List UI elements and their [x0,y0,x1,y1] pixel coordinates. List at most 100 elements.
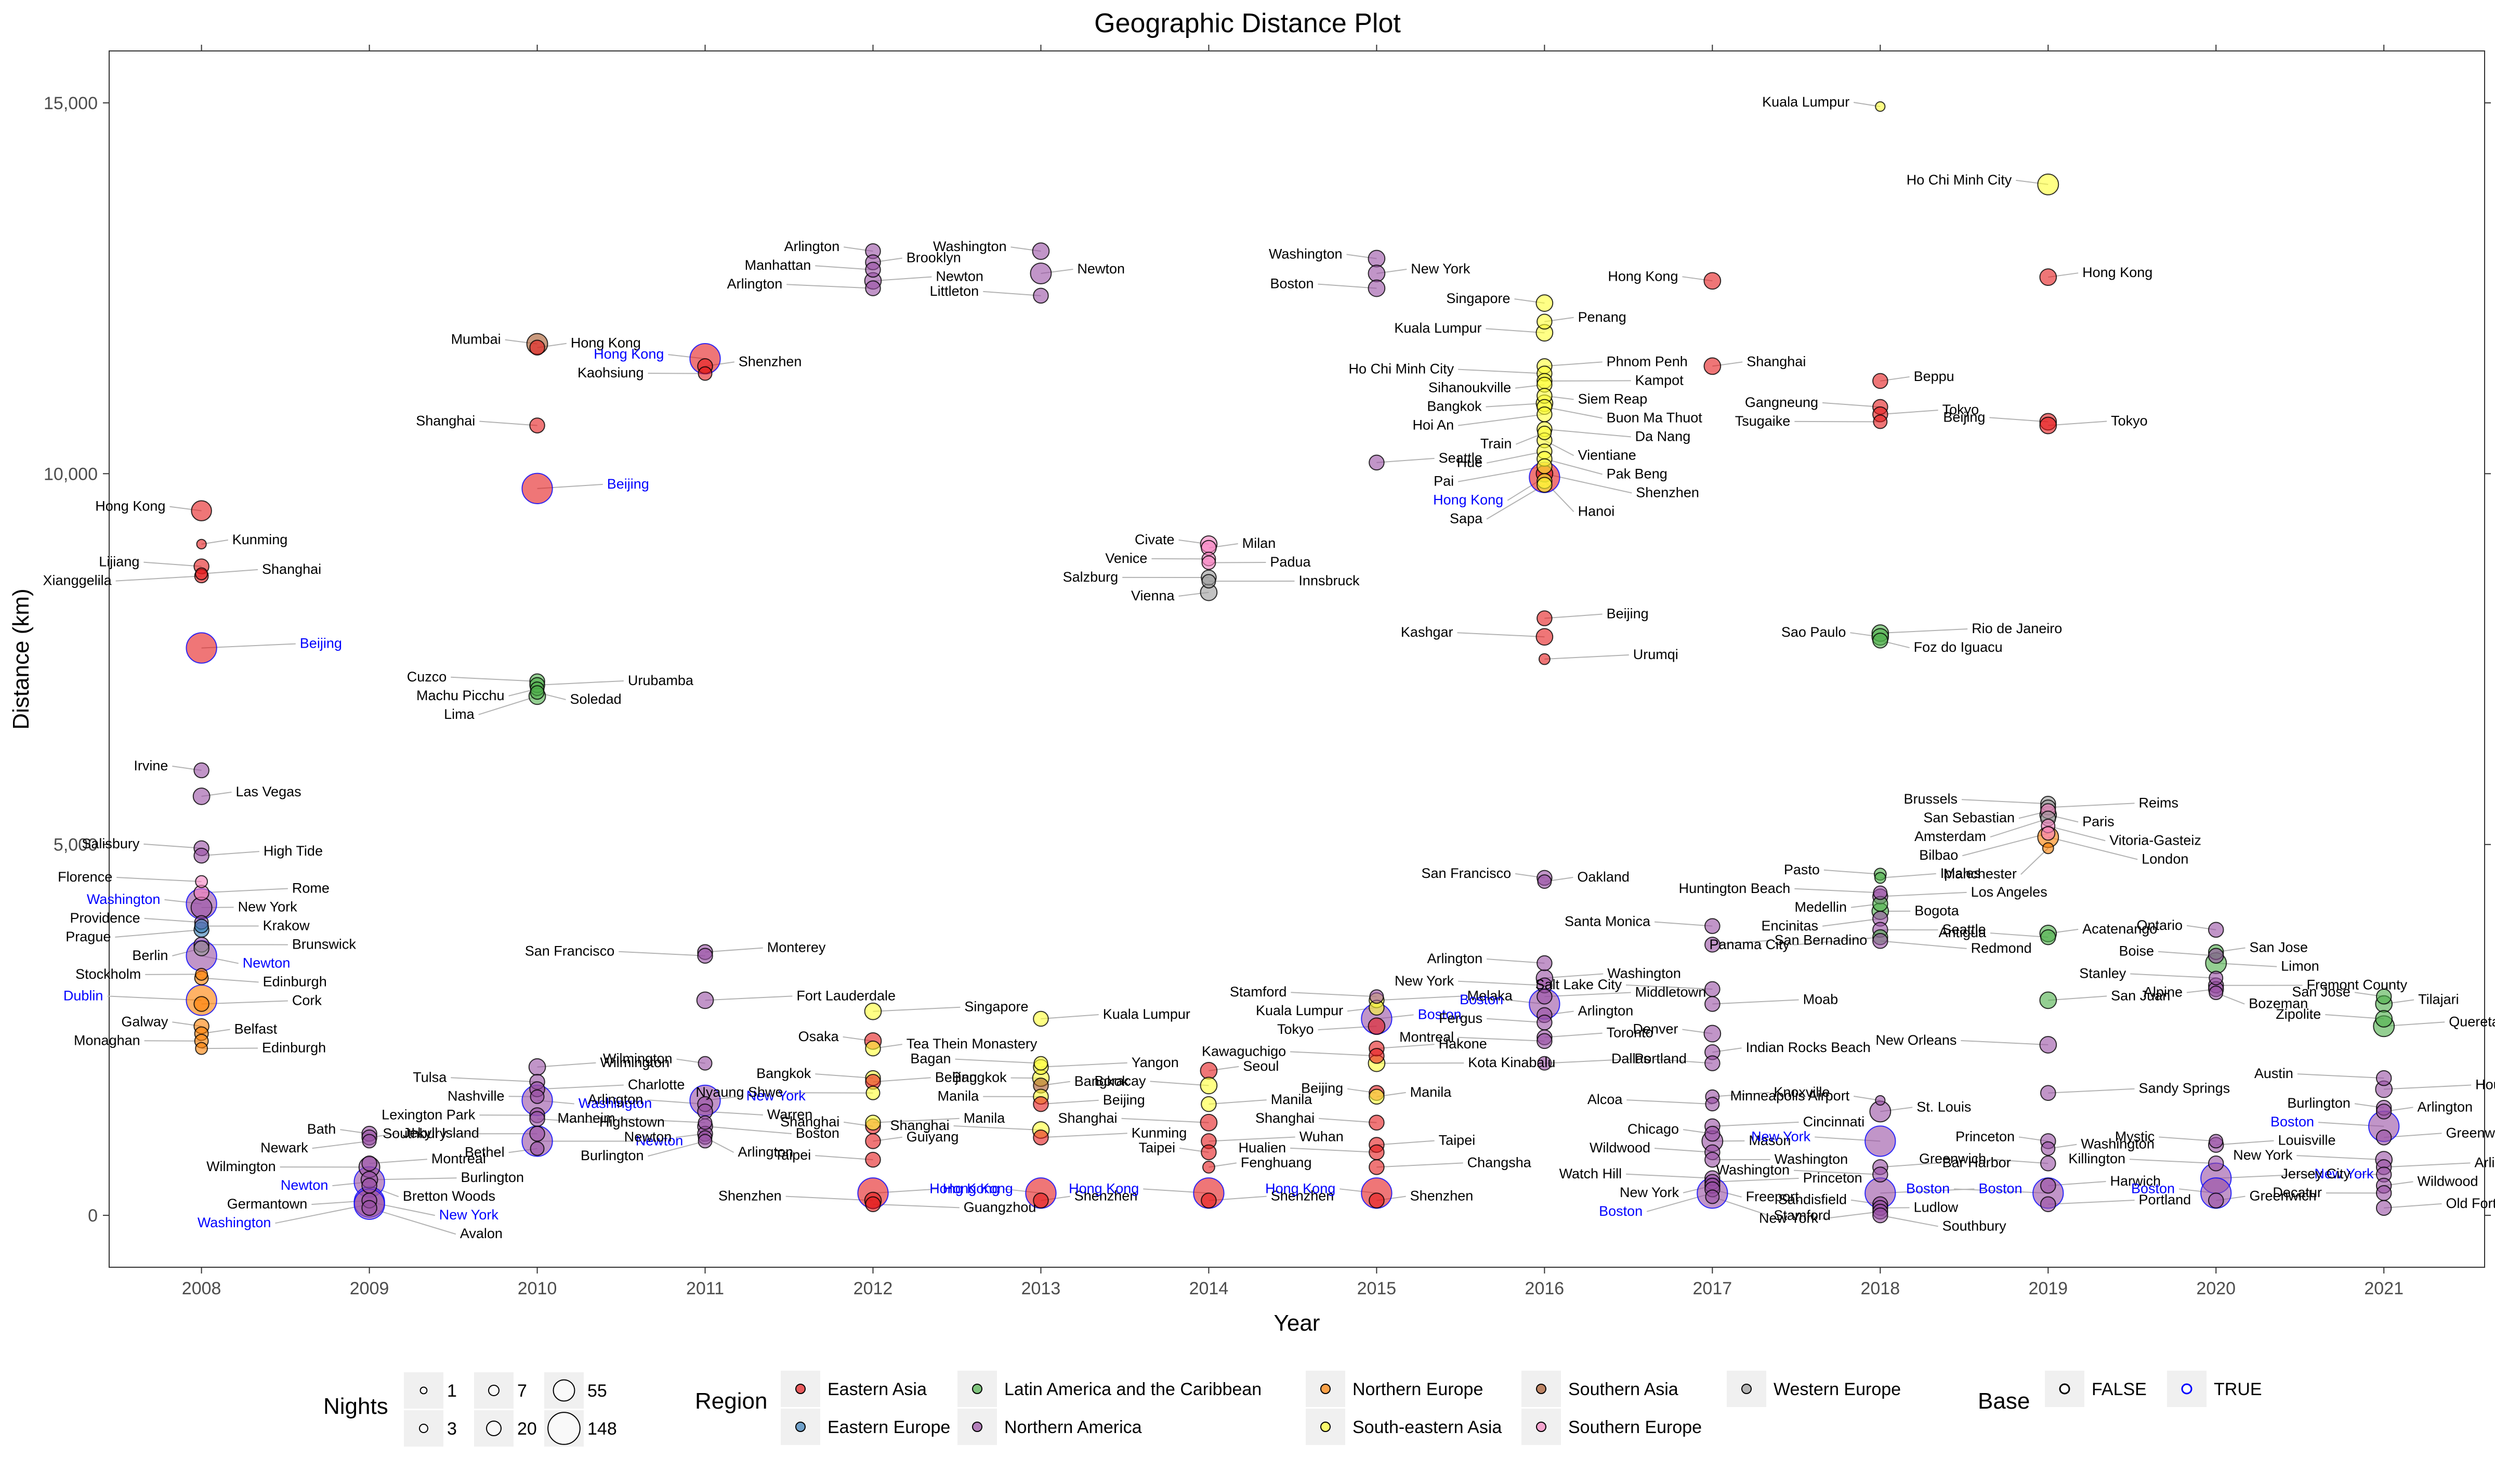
point-label: Panama City [1709,937,1790,952]
point-label: Hualien [1239,1140,1286,1155]
data-point [1538,875,1551,888]
point-label: Wildwood [1590,1140,1650,1155]
point-label: Beijing [1103,1092,1145,1108]
legend-region-key [1537,1384,1546,1394]
point-label: Killington [2068,1151,2125,1166]
point-label: Xianggelila [43,573,112,588]
legend-region-key [973,1384,982,1394]
data-point [2209,1134,2223,1148]
point-label: Bretton Woods [403,1188,495,1204]
data-point [699,367,712,380]
point-label: Burlington [2287,1095,2350,1111]
point-label: San Sebastian [1923,810,2015,825]
point-label: New York [1395,973,1454,989]
point-label: Brunswick [292,936,357,952]
data-point [2040,417,2056,434]
point-label: Manila [964,1110,1006,1126]
point-label: Belfast [234,1021,278,1037]
point-label: Beppu [1914,369,1954,384]
point-label: Hong Kong [1265,1180,1335,1196]
data-point [531,686,544,699]
point-label: Dallas [1611,1051,1650,1067]
data-point [1537,611,1552,626]
data-point [193,788,210,805]
point-label: Siem Reap [1578,391,1648,406]
point-label: Cincinnati [1803,1114,1865,1130]
legend-size-key [554,1380,575,1401]
point-label: Newton [936,269,983,284]
data-point [2375,1010,2392,1027]
point-label: Newton [624,1129,672,1145]
data-point [1033,1012,1048,1027]
point-label: Shenzhen [1410,1188,1474,1204]
point-label: Pasto [1784,862,1820,877]
legend-region-label: Western Europe [1774,1380,1901,1399]
point-label: Hong Kong [1433,492,1503,508]
legend-size-key [548,1412,580,1444]
data-point [1369,1048,1384,1063]
point-label: Princeton [1955,1128,2015,1144]
data-point [1369,1018,1385,1034]
point-label: Avalon [460,1226,503,1241]
point-label: Tea Thein Monastery [907,1036,1038,1052]
point-label: Hong Kong [1608,268,1678,284]
point-label: Hong Kong [95,498,165,514]
data-point [1705,1190,1719,1203]
legend-region-label: Northern Europe [1352,1380,1483,1399]
legend-region-label: Latin America and the Caribbean [1004,1380,1262,1399]
data-point [363,1134,376,1148]
legend-region-key [796,1384,805,1394]
point-label: New Orleans [1875,1032,1956,1048]
point-label: Salisbury [82,836,140,851]
point-label: Galway [121,1014,168,1029]
point-label: Shanghai [1746,353,1806,369]
data-point [865,1152,881,1167]
point-label: Irvine [134,758,168,773]
point-label: Houston [2475,1077,2495,1093]
data-point [2209,986,2223,1000]
point-label: Taipei [1439,1133,1476,1148]
point-label: Buon Ma Thuot [1607,410,1703,425]
data-point [2376,1186,2392,1201]
data-point [1031,263,1052,284]
data-point [866,1086,880,1100]
point-label: Rome [292,880,330,896]
data-point [522,474,552,504]
point-label: Arlington [727,276,783,292]
point-label: Newark [260,1140,308,1155]
point-label: Soledad [570,691,622,707]
point-label: Burlington [581,1148,644,1163]
point-label: Hong Kong [2082,265,2152,280]
data-point [699,1116,712,1130]
point-label: Wildwood [2417,1173,2478,1189]
point-label: Vitoria-Gasteiz [2109,832,2201,848]
point-label: Rio de Janeiro [1972,621,2062,636]
data-point [530,340,545,355]
legend-nights-title: Nights [323,1394,388,1419]
data-point [529,1059,546,1075]
point-label: Las Vegas [236,784,301,799]
point-label: New York [1751,1128,1811,1144]
point-label: Greenwich [1919,1151,1986,1166]
point-label: Lexington Park [382,1107,476,1122]
point-label: Krakow [263,917,310,933]
point-label: Kuala Lumpur [1256,1003,1343,1018]
point-label: San Jose [2250,940,2308,955]
point-label: Medellin [1794,899,1847,915]
point-label: Singapore [964,999,1028,1015]
x-tick-label: 2009 [350,1279,389,1298]
point-label: St. Louis [1916,1099,1971,1114]
point-label: Phnom Penh [1607,353,1688,369]
legend-base-label: FALSE [2092,1380,2147,1399]
data-point [195,1043,207,1055]
point-label: Kashgar [1401,624,1453,640]
data-point [698,948,713,963]
point-label: Minneapolis Airport [1730,1088,1850,1104]
data-point [1704,272,1721,289]
data-point [1369,251,1385,267]
point-label: Taipei [774,1147,811,1163]
point-label: Kaohsiung [577,365,644,380]
data-point [1369,1145,1384,1160]
legend-region-label: Southern Europe [1568,1417,1702,1437]
